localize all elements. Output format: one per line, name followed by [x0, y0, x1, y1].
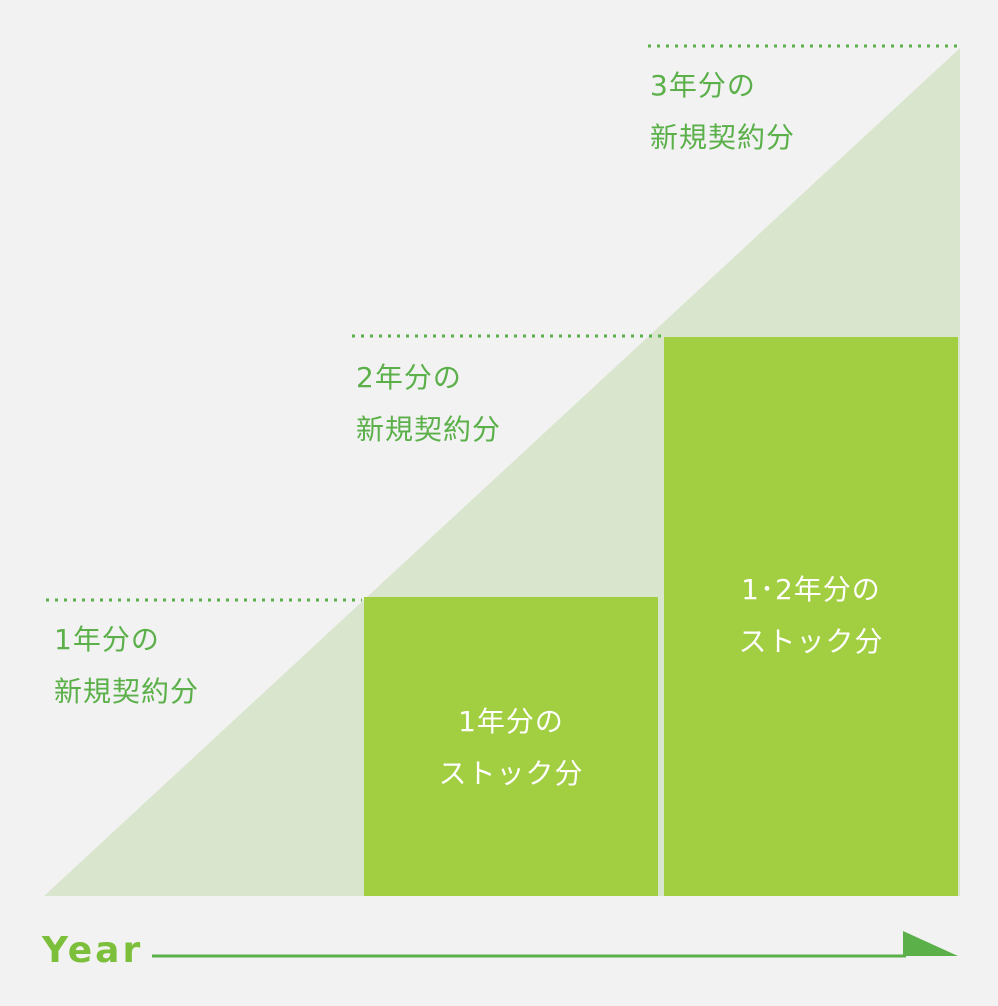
stock-label-2: 1･2年分の ストック分 — [664, 564, 958, 668]
stock-block-1 — [364, 597, 658, 896]
new-contract-line2: 新規契約分 — [650, 121, 796, 154]
year-axis-label: Year — [42, 930, 144, 971]
new-contract-line1: 2年分の — [356, 361, 462, 394]
new-contract-line2: 新規契約分 — [356, 413, 502, 446]
stock-line1: 1･2年分の — [741, 573, 881, 606]
new-contract-label-year2: 2年分の 新規契約分 — [356, 352, 501, 456]
new-contract-line1: 3年分の — [650, 69, 756, 102]
new-contract-line2: 新規契約分 — [54, 675, 200, 708]
new-contract-label-year3: 3年分の 新規契約分 — [650, 60, 795, 164]
stock-block-2 — [664, 337, 958, 896]
stock-line1: 1年分の — [458, 705, 564, 738]
stock-label-1: 1年分の ストック分 — [364, 696, 658, 800]
arrow-right-icon — [152, 931, 958, 958]
stock-line2: ストック分 — [738, 625, 884, 658]
new-contract-line1: 1年分の — [54, 623, 160, 656]
new-contract-label-year1: 1年分の 新規契約分 — [54, 614, 199, 718]
stock-line2: ストック分 — [438, 757, 584, 790]
